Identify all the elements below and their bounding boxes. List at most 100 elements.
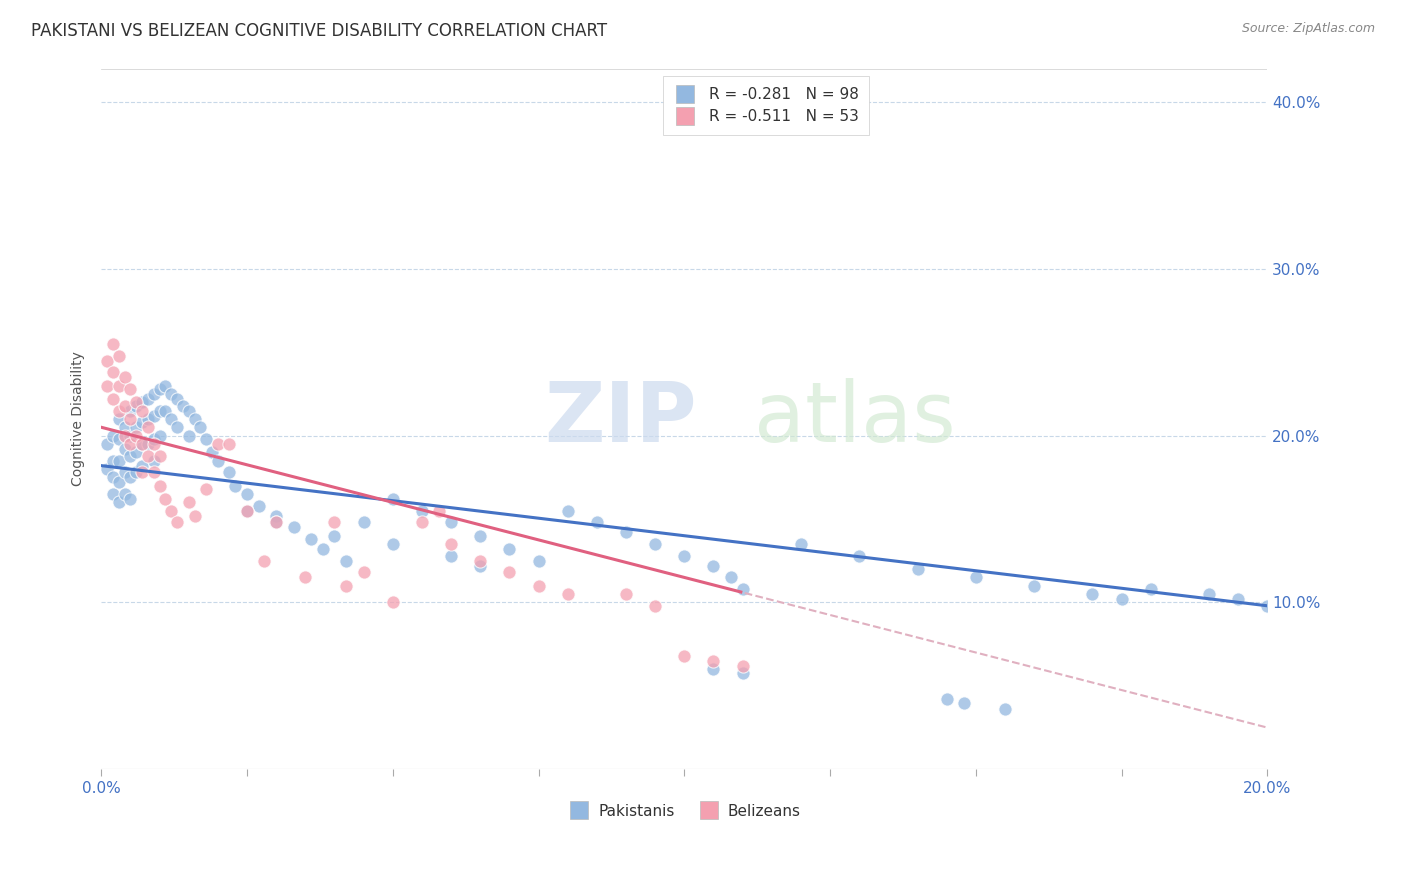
Point [965,570,987,584]
Point [183,412,205,426]
Point [96,437,118,451]
Point [114,399,136,413]
Point [440,537,463,551]
Point [264,516,287,530]
Point [131,395,153,409]
Point [527,579,550,593]
Point [125,465,148,479]
Point [136,392,159,406]
Point [120,437,142,451]
Text: PAKISTANI VS BELIZEAN COGNITIVE DISABILITY CORRELATION CHART: PAKISTANI VS BELIZEAN COGNITIVE DISABILI… [31,22,607,40]
Point [731,582,754,596]
Point [673,648,696,663]
Y-axis label: Cognitive Disability: Cognitive Disability [72,351,86,486]
Point [114,420,136,434]
Point [1111,592,1133,607]
Point [644,537,666,551]
Point [195,432,218,446]
Point [101,392,124,406]
Point [195,482,218,496]
Point [440,516,463,530]
Point [264,508,287,523]
Point [353,566,375,580]
Point [218,437,240,451]
Point [160,412,183,426]
Point [381,595,404,609]
Point [470,529,492,543]
Point [107,378,129,392]
Point [585,516,607,530]
Point [101,470,124,484]
Point [188,420,211,434]
Point [114,428,136,442]
Text: ZIP: ZIP [544,378,697,459]
Point [177,495,200,509]
Point [790,537,813,551]
Point [557,504,579,518]
Point [935,692,957,706]
Point [207,437,229,451]
Text: atlas: atlas [754,378,956,459]
Point [142,437,165,451]
Point [148,478,170,492]
Point [120,470,142,484]
Point [294,570,316,584]
Point [125,420,148,434]
Point [131,437,153,451]
Point [1227,592,1250,607]
Point [731,665,754,680]
Point [142,453,165,467]
Point [125,428,148,442]
Point [155,378,177,392]
Point [120,382,142,396]
Point [120,403,142,417]
Point [155,491,177,506]
Point [155,403,177,417]
Point [131,465,153,479]
Point [120,412,142,426]
Point [236,504,259,518]
Point [160,387,183,401]
Point [702,662,724,676]
Point [283,520,305,534]
Point [1139,582,1161,596]
Point [148,382,170,396]
Point [720,570,742,584]
Point [848,549,870,563]
Point [470,558,492,573]
Point [335,579,357,593]
Point [994,702,1017,716]
Point [136,420,159,434]
Point [312,542,335,557]
Point [107,495,129,509]
Point [201,445,224,459]
Point [125,395,148,409]
Point [96,353,118,368]
Point [236,487,259,501]
Point [177,403,200,417]
Point [172,399,194,413]
Point [101,336,124,351]
Point [731,658,754,673]
Point [166,420,188,434]
Point [207,453,229,467]
Point [498,566,520,580]
Point [335,554,357,568]
Text: Source: ZipAtlas.com: Source: ZipAtlas.com [1241,22,1375,36]
Point [429,504,451,518]
Point [253,554,276,568]
Point [470,554,492,568]
Point [614,525,637,540]
Point [673,549,696,563]
Point [1081,587,1104,601]
Point [120,449,142,463]
Point [557,587,579,601]
Point [148,403,170,417]
Point [224,478,246,492]
Point [614,587,637,601]
Point [148,428,170,442]
Point [142,387,165,401]
Legend: Pakistanis, Belizeans: Pakistanis, Belizeans [561,797,807,825]
Point [440,549,463,563]
Point [166,516,188,530]
